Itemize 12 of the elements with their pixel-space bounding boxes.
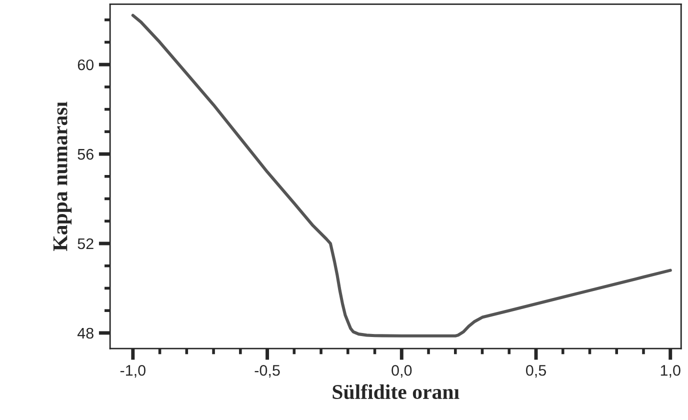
- y-tick-label: 60: [78, 59, 94, 70]
- y-tick-label: 56: [78, 148, 94, 160]
- y-tick-label: 48: [77, 328, 94, 339]
- x-axis-title: Sülfidite oranı: [332, 384, 460, 400]
- x-tick-label: 1,0: [660, 364, 680, 378]
- y-tick-label: 52: [78, 238, 94, 250]
- x-tick-label: -1,0: [120, 364, 146, 378]
- x-tick-label: -0,5: [254, 364, 280, 378]
- y-axis-title: Kappa numarası: [53, 102, 72, 252]
- x-tick-label: 0,5: [526, 364, 546, 378]
- x-tick-label: 0,0: [392, 364, 412, 378]
- line-series: [131, 14, 672, 338]
